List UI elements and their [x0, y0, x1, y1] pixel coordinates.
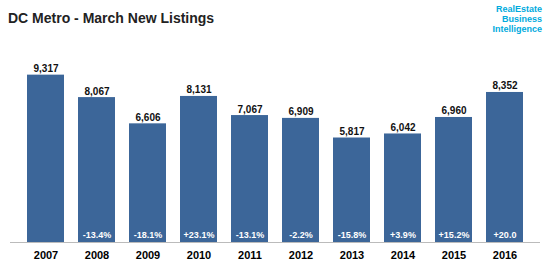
svg-text:-18.1%: -18.1%	[134, 230, 163, 240]
html-text:Intelligence: Intelligence	[492, 24, 542, 34]
svg-text:2010: 2010	[187, 249, 211, 261]
svg-text:8,352: 8,352	[492, 80, 517, 91]
html-text:RealEstate: RealEstate	[496, 4, 542, 14]
svg-text:2016: 2016	[493, 249, 517, 261]
svg-text:-13.1%: -13.1%	[236, 230, 265, 240]
svg-text:6,909: 6,909	[288, 106, 313, 117]
svg-text:7,067: 7,067	[237, 104, 262, 115]
svg-text:9,317: 9,317	[33, 63, 58, 74]
svg-text:+3.9%: +3.9%	[390, 230, 416, 240]
svg-text:2011: 2011	[238, 249, 262, 261]
svg-text:+20.0: +20.0	[494, 230, 517, 240]
html-text:DC Metro - March New Listings: DC Metro - March New Listings	[8, 10, 215, 26]
svg-text:2012: 2012	[289, 249, 313, 261]
svg-text:8,131: 8,131	[186, 84, 211, 95]
svg-text:6,606: 6,606	[135, 112, 160, 123]
svg-text:-13.4%: -13.4%	[83, 230, 112, 240]
svg-text:8,067: 8,067	[84, 86, 109, 97]
svg-text:2008: 2008	[85, 249, 109, 261]
svg-text:6,042: 6,042	[390, 122, 415, 133]
svg-text:+15.2%: +15.2%	[439, 230, 470, 240]
svg-text:+23.1%: +23.1%	[184, 230, 215, 240]
svg-text:2014: 2014	[391, 249, 416, 261]
svg-text:6,960: 6,960	[441, 105, 466, 116]
svg-text:2009: 2009	[136, 249, 160, 261]
svg-text:-2.2%: -2.2%	[289, 230, 313, 240]
svg-text:5,817: 5,817	[339, 126, 364, 137]
svg-text:-15.8%: -15.8%	[338, 230, 367, 240]
svg-text:2007: 2007	[34, 249, 58, 261]
svg-text:2013: 2013	[340, 249, 364, 261]
html-text:Business: Business	[502, 14, 542, 24]
svg-text:2015: 2015	[442, 249, 466, 261]
